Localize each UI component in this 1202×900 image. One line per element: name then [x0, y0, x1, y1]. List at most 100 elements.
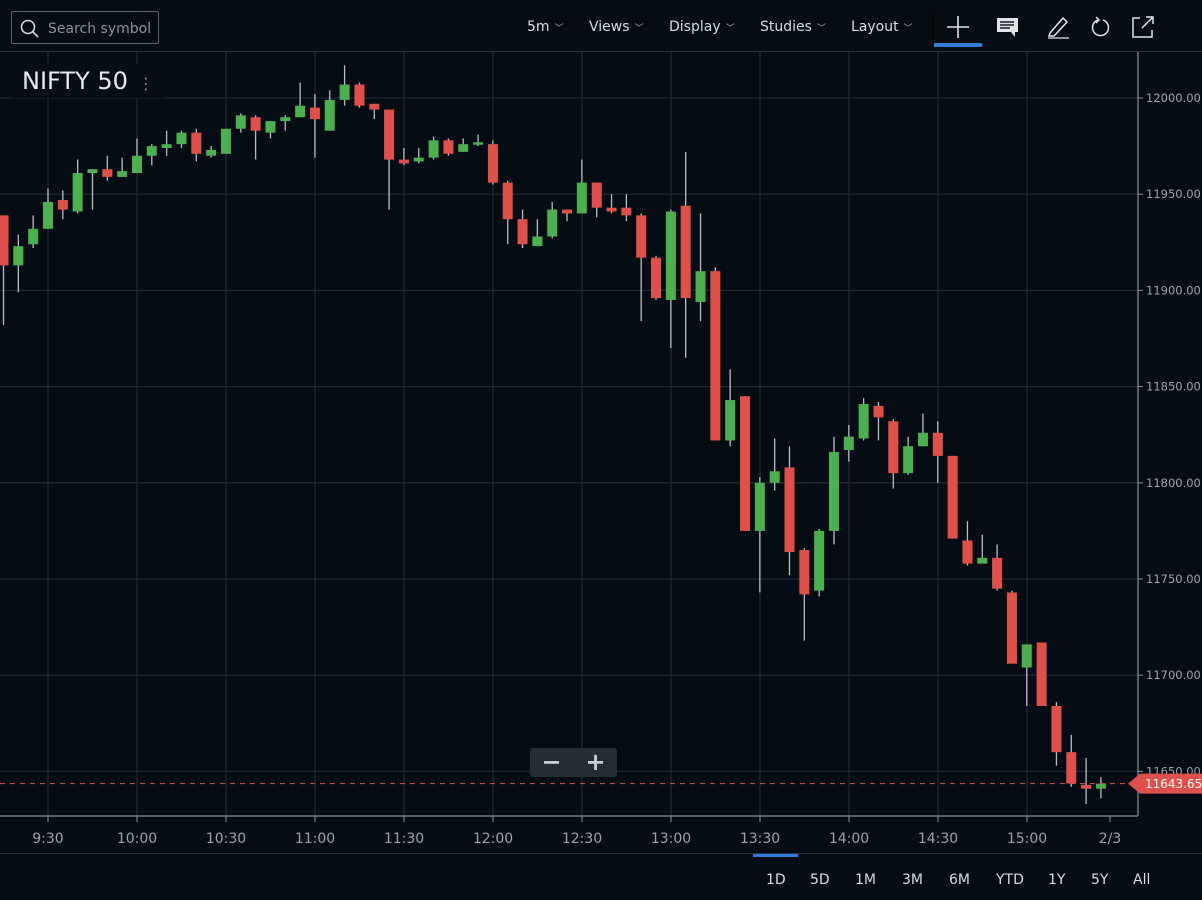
range-3m[interactable]: 3M: [902, 872, 923, 888]
candle-body: [651, 257, 662, 299]
studies-menu[interactable]: Studies ﹀: [760, 19, 826, 35]
candle: [42, 188, 53, 229]
candle-body: [1081, 784, 1092, 789]
candle: [309, 94, 320, 158]
display-label: Display: [669, 19, 721, 35]
x-tick-label: 15:00: [1007, 831, 1047, 847]
candle: [117, 157, 128, 177]
candle-body: [28, 228, 39, 245]
candle-body: [102, 169, 113, 177]
candle: [695, 213, 706, 322]
candle-body: [369, 103, 380, 110]
top-toolbar: 5m ﹀ Views ﹀ Display ﹀ Studies ﹀ Layout ﹀: [0, 0, 1202, 52]
zoom-out-button[interactable]: −: [541, 748, 562, 776]
candle-body: [621, 207, 632, 216]
y-tick-label: 11800.00: [1146, 476, 1201, 490]
candle-body: [235, 115, 246, 129]
candle-body: [992, 557, 1003, 589]
range-6m[interactable]: 6M: [949, 872, 970, 888]
candle: [932, 421, 943, 483]
y-tick-label: 11950.00: [1146, 187, 1201, 201]
candle-body: [1066, 752, 1077, 784]
candle: [413, 148, 424, 164]
zoom-in-button[interactable]: +: [585, 748, 606, 776]
toolbar-divider: [932, 12, 933, 48]
candle-body: [265, 121, 276, 133]
candle: [131, 138, 142, 174]
candle-body: [843, 436, 854, 451]
range-ytd[interactable]: YTD: [996, 872, 1024, 888]
studies-label: Studies: [760, 19, 812, 35]
layout-label: Layout: [851, 19, 899, 35]
candle: [1051, 702, 1062, 766]
range-5d[interactable]: 5D: [810, 872, 830, 888]
candle: [1081, 757, 1092, 805]
candle-body: [146, 146, 157, 156]
chevron-down-icon: ﹀: [634, 24, 644, 34]
candle: [72, 159, 83, 214]
candle-body: [72, 173, 83, 212]
candle-body: [562, 209, 573, 214]
candle: [977, 534, 988, 564]
candle: [324, 90, 335, 131]
draw-pencil-icon[interactable]: [1045, 14, 1071, 40]
candle: [265, 121, 276, 139]
more-options-icon[interactable]: ⋮: [137, 74, 154, 93]
share-icon[interactable]: [1130, 14, 1156, 40]
candle-body: [828, 452, 839, 531]
views-menu[interactable]: Views ﹀: [589, 19, 644, 35]
candle: [769, 438, 780, 491]
candlestick-chart[interactable]: 12000.00 11950.00 11900.00 11850.00 11800.00…: [0, 52, 1202, 852]
candle: [191, 128, 202, 162]
candle-body: [206, 149, 217, 156]
candle: [57, 190, 68, 220]
range-1y[interactable]: 1Y: [1048, 872, 1066, 888]
views-label: Views: [589, 19, 630, 35]
candle-body: [458, 144, 469, 152]
candle: [754, 477, 765, 593]
candle-body: [295, 105, 306, 118]
x-tick-label: 10:30: [206, 831, 246, 847]
x-tick-label: 11:30: [384, 831, 424, 847]
candle-body: [947, 455, 958, 539]
candle: [710, 267, 721, 441]
comment-icon[interactable]: [995, 14, 1021, 40]
crosshair-icon[interactable]: [945, 14, 971, 40]
candle: [87, 169, 98, 210]
x-tick-label: 10:00: [117, 831, 157, 847]
candle-body: [769, 471, 780, 483]
range-all[interactable]: All: [1133, 872, 1151, 888]
range-1d[interactable]: 1D: [766, 872, 786, 888]
candle: [784, 446, 795, 576]
candle: [443, 138, 454, 156]
candle: [473, 134, 484, 147]
candle: [384, 109, 395, 210]
display-menu[interactable]: Display ﹀: [669, 19, 735, 35]
candle: [725, 369, 736, 447]
candle-body: [932, 432, 943, 456]
candle: [651, 255, 662, 301]
candle-body: [977, 557, 988, 564]
y-tick-label: 11850.00: [1146, 380, 1201, 394]
candle: [888, 419, 899, 489]
interval-dropdown[interactable]: 5m ﹀: [527, 19, 564, 35]
candle-body: [888, 421, 899, 474]
search-box[interactable]: [11, 11, 160, 44]
range-1m[interactable]: 1M: [855, 872, 876, 888]
y-tick-label: 12000.00: [1146, 91, 1201, 105]
search-input[interactable]: [46, 18, 160, 40]
candle-body: [384, 109, 395, 160]
x-tick-label: 11:00: [295, 831, 335, 847]
layout-menu[interactable]: Layout ﹀: [851, 19, 913, 35]
candle: [0, 215, 9, 326]
x-tick-label: 14:30: [918, 831, 958, 847]
candle: [799, 548, 810, 641]
active-range-indicator: [753, 854, 798, 857]
candle: [280, 115, 291, 131]
candle-body: [858, 403, 869, 439]
range-5y[interactable]: 5Y: [1091, 872, 1109, 888]
candle-body: [176, 132, 187, 145]
candle-body: [0, 215, 9, 266]
refresh-icon[interactable]: [1088, 14, 1114, 40]
symbol-title: NIFTY 50 ⋮: [12, 64, 164, 98]
